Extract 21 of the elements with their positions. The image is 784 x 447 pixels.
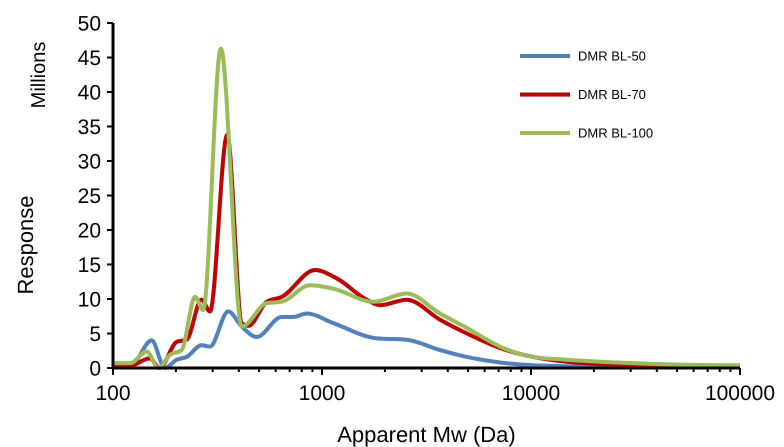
- y-tick-label: 15: [78, 254, 101, 277]
- y-tick-label: 30: [78, 150, 101, 174]
- x-axis-title: Apparent Mw (Da): [337, 422, 516, 447]
- x-tick-label: 10000: [502, 382, 560, 405]
- y-tick-label: 45: [78, 46, 101, 70]
- y-tick-label: 35: [78, 116, 101, 139]
- legend-label: DMR BL-70: [578, 87, 646, 102]
- y-tick-label: 0: [89, 357, 101, 380]
- y-tick-label: 20: [78, 219, 101, 242]
- text: Millions: [28, 42, 50, 108]
- legend-label: DMR BL-100: [578, 126, 654, 141]
- y-tick-label: 5: [89, 322, 101, 346]
- legend-label: DMR BL-50: [578, 48, 646, 64]
- x-tick-label: 100: [95, 382, 131, 405]
- y-tick-label: 25: [78, 184, 101, 208]
- y-tick-label: 40: [78, 81, 101, 104]
- x-tick-label: 100000: [704, 382, 776, 405]
- y-tick-label: 10: [78, 288, 101, 312]
- x-tick-label: 1000: [298, 382, 346, 405]
- y-axis-title: Response: [13, 195, 38, 295]
- y-tick-label: 50: [78, 12, 101, 36]
